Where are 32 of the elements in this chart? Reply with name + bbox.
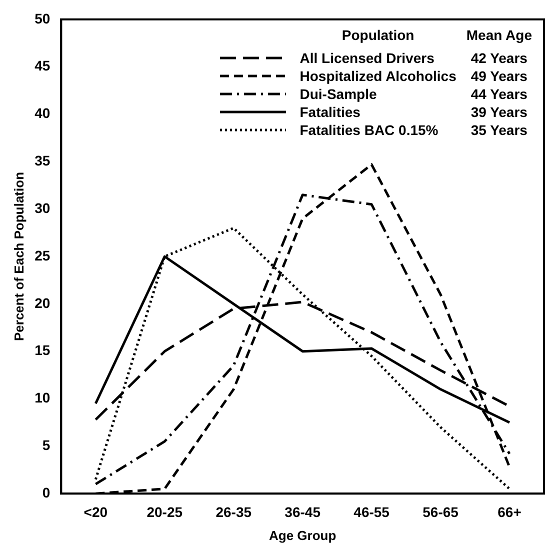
y-tick-label: 30 — [34, 200, 50, 216]
legend-label: Fatalities — [298, 103, 362, 122]
legend-label: Dui-Sample — [298, 85, 378, 104]
x-axis-title: Age Group — [269, 528, 336, 543]
y-tick-label: 25 — [34, 247, 50, 264]
annotation: 44 Years — [470, 85, 528, 104]
x-tick-label: 36-45 — [284, 504, 321, 520]
annotation: 39 Years — [470, 103, 528, 122]
y-tick-label: 50 — [34, 10, 50, 26]
y-tick-label: 10 — [34, 390, 50, 406]
legend-label: Hospitalized Alcoholics — [298, 67, 458, 86]
x-tick-label: 46-55 — [354, 504, 390, 520]
legend-label: All Licensed Drivers — [298, 49, 436, 68]
y-axis-title: Percent of Each Population — [11, 172, 26, 342]
y-tick-label: 5 — [42, 437, 50, 454]
x-tick-label: 26-35 — [216, 504, 252, 520]
legend-title: Population — [340, 26, 416, 46]
x-tick-label: 66+ — [498, 504, 522, 520]
y-tick-label: 20 — [34, 294, 50, 311]
x-tick-label: 56-65 — [422, 504, 459, 520]
annotation: 35 Years — [470, 121, 528, 140]
x-tick-label: 20-25 — [146, 504, 183, 520]
y-tick-label: 35 — [34, 152, 50, 169]
y-tick-label: 40 — [34, 105, 50, 122]
legend-label: Fatalities BAC 0.15% — [298, 121, 440, 140]
y-tick-label: 15 — [34, 342, 50, 358]
y-tick-label: 45 — [34, 58, 50, 74]
annotation: 49 Years — [470, 67, 528, 86]
x-tick-label: <20 — [84, 504, 108, 520]
annotation: Mean Age — [465, 26, 533, 46]
annotation: 42 Years — [470, 49, 528, 68]
y-tick-label: 0 — [42, 484, 50, 500]
